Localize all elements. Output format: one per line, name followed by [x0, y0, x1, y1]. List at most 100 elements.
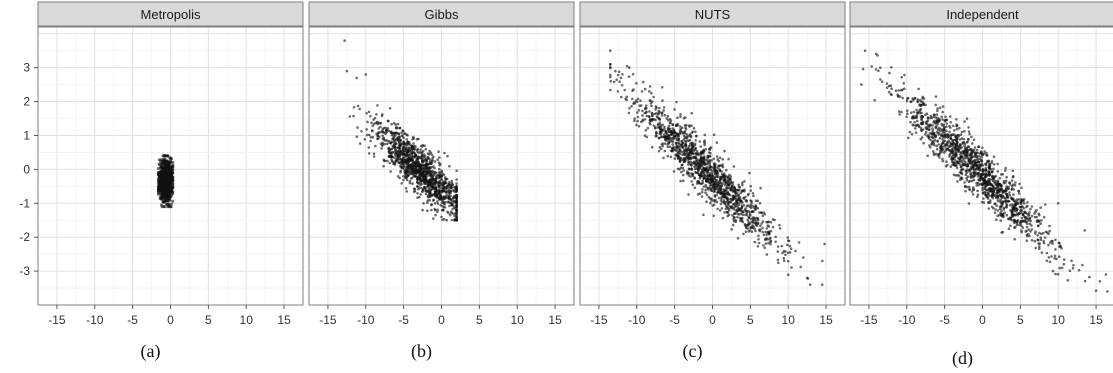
scatter-point: [951, 124, 955, 128]
scatter-point: [860, 83, 863, 86]
scatter-point: [406, 171, 410, 174]
scatter-point: [984, 162, 987, 166]
scatter-point: [665, 139, 668, 143]
scatter-point: [898, 113, 901, 116]
scatter-point: [987, 207, 991, 210]
scatter-point: [455, 185, 458, 188]
scatter-point: [765, 237, 768, 240]
scatter-point: [455, 209, 458, 212]
scatter-point: [1007, 187, 1010, 191]
scatter-point: [1002, 200, 1005, 204]
scatter-point: [983, 175, 987, 179]
scatter-point: [901, 96, 904, 100]
scatter-point: [763, 246, 766, 250]
scatter-point: [658, 136, 661, 140]
scatter-point: [911, 123, 914, 127]
scatter-point: [430, 208, 433, 212]
scatter-point: [934, 95, 938, 98]
scatter-point: [742, 196, 745, 200]
scatter-point: [669, 119, 673, 122]
scatter-point: [382, 131, 385, 134]
scatter-point: [915, 108, 918, 112]
scatter-point: [964, 184, 967, 188]
scatter-point: [678, 131, 682, 134]
scatter-point: [696, 161, 700, 165]
scatter-point: [989, 199, 992, 202]
scatter-point: [356, 104, 360, 108]
scatter-point: [372, 122, 376, 126]
scatter-point: [701, 188, 704, 191]
scatter-point: [1005, 200, 1008, 203]
scatter-point: [430, 184, 434, 188]
scatter-point: [421, 188, 425, 191]
scatter-point: [669, 155, 673, 159]
scatter-point: [160, 191, 164, 195]
x-tick-label: 10: [511, 313, 525, 327]
scatter-point: [861, 67, 865, 71]
scatter-point: [424, 192, 428, 196]
scatter-point: [695, 149, 699, 153]
scatter-point: [429, 161, 433, 165]
scatter-point: [448, 201, 452, 205]
scatter-point: [976, 189, 979, 193]
scatter-point: [432, 217, 435, 220]
scatter-point: [754, 223, 758, 227]
scatter-point: [1021, 212, 1024, 216]
scatter-point: [956, 156, 960, 160]
scatter-point: [404, 187, 408, 190]
scatter-point: [640, 104, 643, 107]
scatter-point: [661, 99, 664, 102]
scatter-point: [701, 179, 704, 182]
x-tick-label: 10: [240, 313, 254, 327]
scatter-point: [964, 189, 967, 193]
scatter-point: [931, 129, 934, 132]
scatter-point: [952, 173, 956, 177]
scatter-point: [978, 178, 982, 181]
scatter-point: [446, 200, 450, 204]
scatter-point: [1047, 243, 1050, 247]
scatter-point: [655, 131, 658, 135]
scatter-point: [949, 165, 953, 168]
scatter-point: [660, 114, 664, 117]
scatter-point: [708, 186, 712, 190]
scatter-point: [981, 146, 984, 150]
scatter-point: [1047, 232, 1050, 235]
scatter-point: [689, 175, 693, 178]
scatter-point: [679, 129, 682, 132]
scatter-point: [1027, 228, 1030, 231]
scatter-point: [416, 148, 420, 151]
scatter-point: [437, 174, 441, 178]
scatter-point: [718, 156, 722, 160]
scatter-point: [733, 212, 737, 215]
scatter-point: [996, 191, 1000, 194]
scatter-point: [442, 173, 446, 177]
scatter-point: [393, 139, 397, 142]
scatter-point: [658, 145, 662, 149]
scatter-point: [416, 192, 419, 195]
scatter-point: [693, 163, 697, 166]
scatter-point: [998, 177, 1002, 180]
scatter-point: [426, 172, 430, 175]
scatter-point: [1020, 208, 1023, 211]
scatter-point: [724, 188, 728, 191]
scatter-point: [959, 155, 962, 159]
scatter-point: [1057, 255, 1061, 258]
scatter-point: [643, 134, 647, 137]
scatter-point: [992, 189, 995, 193]
scatter-point: [634, 99, 638, 102]
scatter-point: [662, 156, 665, 160]
scatter-point: [879, 66, 882, 69]
scatter-point: [703, 158, 707, 162]
scatter-point: [381, 134, 384, 137]
scatter-point: [965, 154, 968, 157]
scatter-point: [659, 123, 662, 127]
scatter-point: [420, 156, 424, 160]
scatter-point: [623, 88, 626, 92]
scatter-point: [936, 109, 939, 113]
scatter-point: [650, 111, 654, 115]
scatter-point: [1012, 175, 1015, 178]
scatter-point: [399, 158, 403, 161]
panel-caption: (a): [141, 341, 161, 362]
scatter-point: [948, 145, 952, 148]
scatter-point: [455, 197, 458, 200]
